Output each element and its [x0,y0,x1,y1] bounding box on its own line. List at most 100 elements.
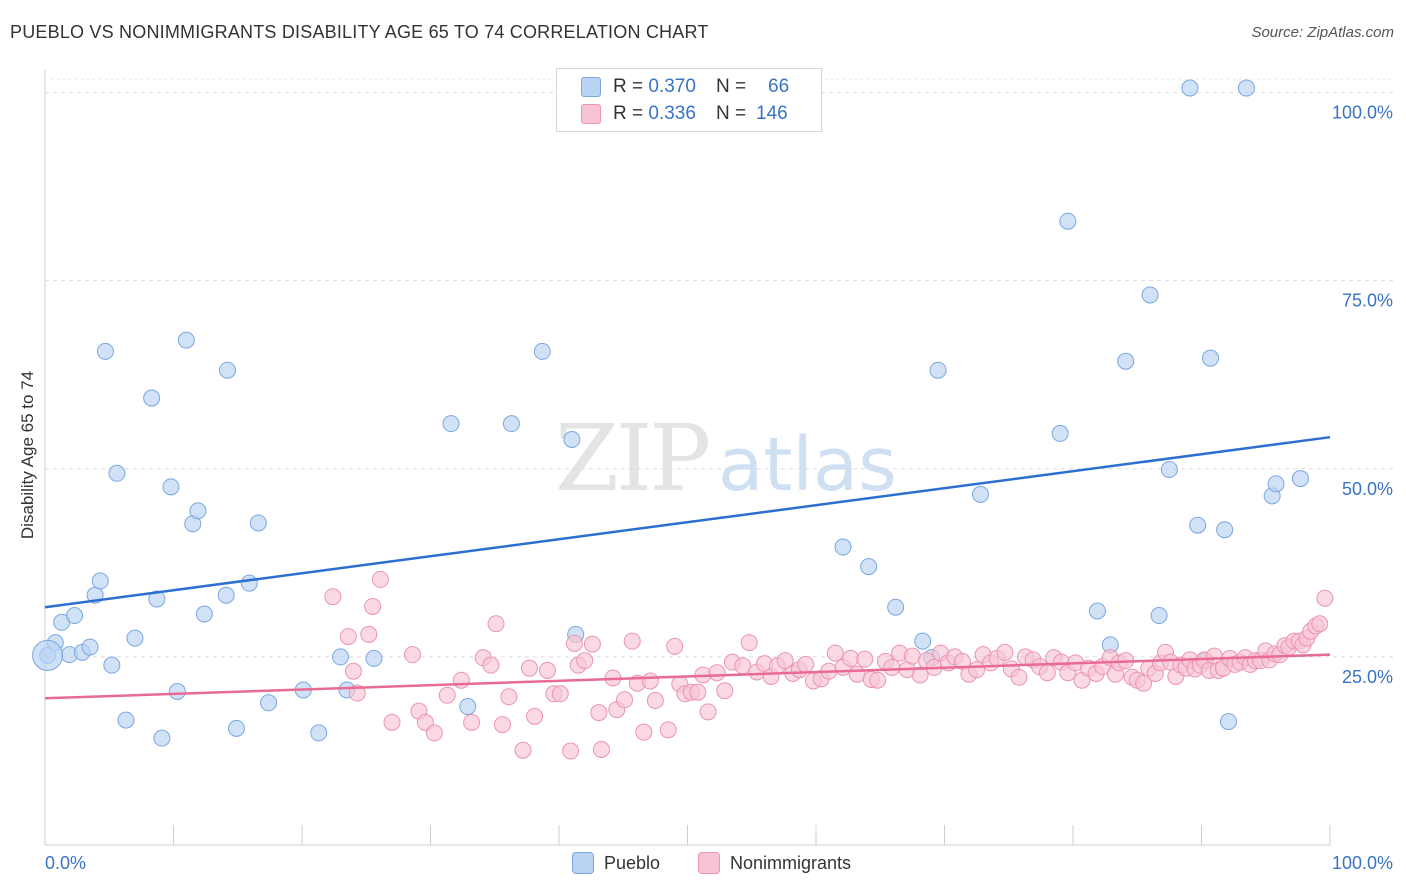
pueblo-swatch [581,77,601,97]
nonimmigrants-point [848,665,866,683]
pueblo-point [502,415,520,433]
nonimmigrants-point [514,741,532,759]
pueblo-point [143,389,161,407]
y-tick-label-25: 25.0% [1342,667,1393,687]
y-tick-label-75: 75.0% [1342,291,1393,311]
pueblo-point [310,724,328,742]
pueblo-point [442,415,460,433]
pueblo-point [332,648,350,666]
pueblo-point [189,502,207,520]
gridlines [45,79,1395,658]
pueblo-point [1150,607,1168,625]
nonimmigrants-point [776,652,794,670]
nonimmigrants-point [576,652,594,670]
pueblo-point [1117,352,1135,370]
pueblo-point [168,683,186,701]
nonimmigrants-point [708,664,726,682]
nonimmigrants-point [1135,674,1153,692]
pueblo-r-label: R = [613,76,644,97]
nonimmigrants-point [856,650,874,668]
nonimmigrants-r-value: 0.336 [648,103,696,124]
nonimmigrants-point [689,683,707,701]
pueblo-n-label: N = [715,76,747,97]
pueblo-point [914,632,932,650]
source-label: Source: ZipAtlas.com [1251,24,1394,41]
pueblo-point [66,607,84,625]
nonimmigrants-point [344,662,362,680]
nonimmigrants-point [487,615,505,633]
pueblo-point [177,331,195,349]
nonimmigrants-point [734,657,752,675]
nonimmigrants-point [646,692,664,710]
nonimmigrants-point [699,703,717,721]
nonimmigrants-point [1038,664,1056,682]
y-tick-label-100: 100.0% [1332,103,1393,123]
pueblo-point [1267,475,1285,493]
pueblo-point [834,538,852,556]
pueblo-point [1160,461,1178,479]
nonimmigrants-point [551,685,569,703]
pueblo-point [153,729,171,747]
nonimmigrants-point [996,643,1014,661]
nonimmigrants-point [716,682,734,700]
chart-title: PUEBLO VS NONIMMIGRANTS DISABILITY AGE 6… [10,22,709,42]
pueblo-point [126,629,144,647]
legend-nonimmigrants-label: Nonimmigrants [730,852,852,873]
pueblo-point [1088,602,1106,620]
pueblo-point [91,572,109,590]
nonimmigrants-point [968,661,986,679]
pueblo-point [218,361,236,379]
pueblo-point [1059,212,1077,230]
nonimmigrants-point [339,628,357,646]
pueblo-point [249,514,267,532]
pueblo-point [117,711,135,729]
stats-legend: R = 0.370 N = 66 R = 0.336 N = 146 [556,68,822,132]
pueblo-point [365,649,383,667]
nonimmigrants-point [463,713,481,731]
nonimmigrants-point [482,656,500,674]
axes [44,70,1331,846]
nonimmigrants-point [1316,589,1334,607]
legend-item-nonimmigrants: Nonimmigrants [698,852,851,874]
nonimmigrants-r-label: R = [613,103,644,124]
pueblo-point [1141,286,1159,304]
pueblo-point [1189,516,1207,534]
nonimmigrants-point [911,666,929,684]
y-tick-label-50: 50.0% [1342,479,1393,499]
legend-pueblo-swatch [572,852,594,874]
pueblo-point [533,342,551,360]
nonimmigrants-point [1010,668,1028,686]
pueblo-point [1181,79,1199,97]
pueblo-point [971,485,989,503]
nonimmigrants-point [797,655,815,673]
pueblo-point [240,574,258,592]
pueblo-point [1201,349,1219,367]
nonimmigrants-point [641,672,659,690]
nonimmigrants-point [371,570,389,588]
nonimmigrants-n-label: N = [715,103,747,124]
pueblo-point-large [32,639,64,671]
nonimmigrants-trend-line [44,653,1331,700]
nonimmigrants-point [616,691,634,709]
pueblo-point [108,464,126,482]
nonimmigrants-point [520,659,538,677]
trend-lines [44,435,1331,700]
pueblo-point [860,558,878,576]
pueblo-point [103,656,121,674]
pueblo-point [1219,713,1237,731]
pueblo-point [1051,424,1069,442]
pueblo-trend-line [44,435,1331,609]
legend-pueblo-label: Pueblo [604,852,661,873]
nonimmigrants-point [538,661,556,679]
nonimmigrants-point [1311,615,1329,633]
nonimmigrants-point [562,742,580,760]
pueblo-r-value: 0.370 [648,76,696,97]
nonimmigrants-point [565,634,583,652]
nonimmigrants-point [425,724,443,742]
nonimmigrants-point [883,658,901,676]
pueblo-point [217,586,235,604]
x-tick-label-max: 100.0% [1332,853,1393,873]
nonimmigrants-point [526,707,544,725]
nonimmigrants-point [500,688,518,706]
